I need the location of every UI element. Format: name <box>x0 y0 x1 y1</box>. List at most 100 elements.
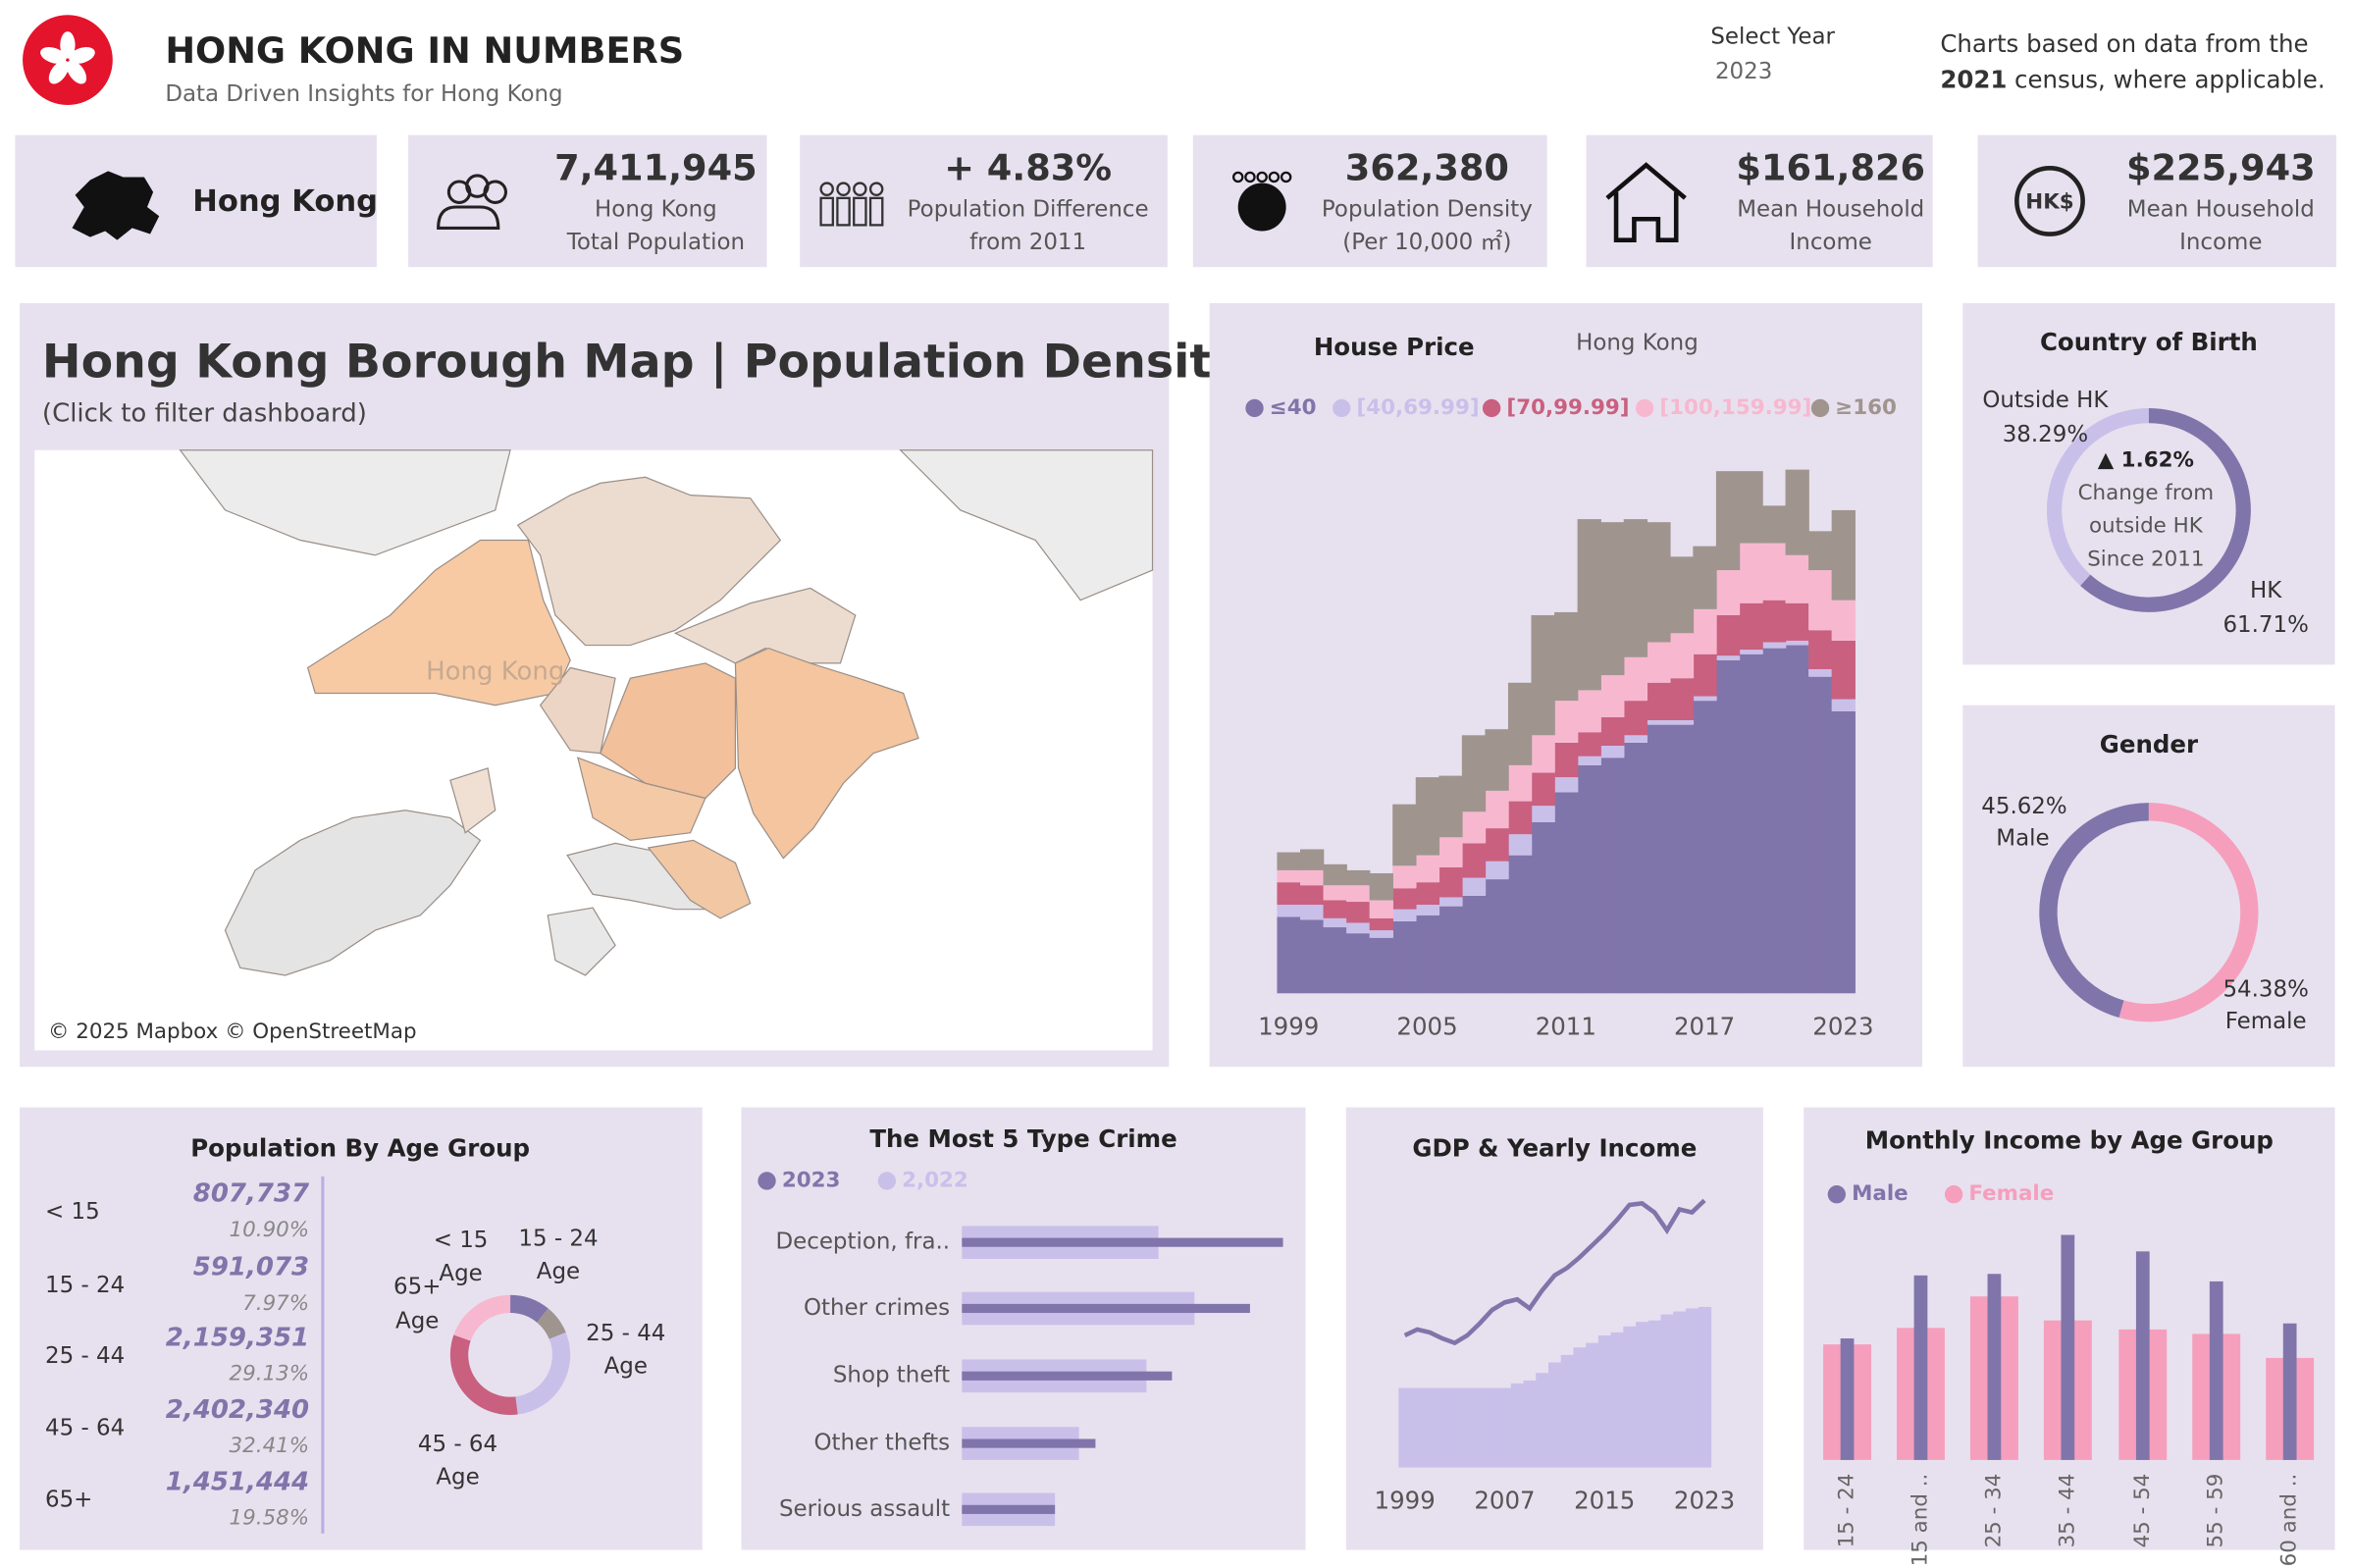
area-step <box>1392 804 1417 866</box>
bar[interactable] <box>1840 1338 1855 1460</box>
area-step <box>1415 882 1440 906</box>
donut-segment[interactable] <box>453 1294 511 1341</box>
area-step <box>1415 855 1440 883</box>
select-year[interactable]: 2023 <box>1715 59 1772 84</box>
donut-segment[interactable] <box>2039 803 2149 1019</box>
district[interactable] <box>516 476 782 647</box>
legend-label: [100,159.99] <box>1659 395 1811 420</box>
area-step <box>1346 902 1371 923</box>
legend-swatch[interactable] <box>758 1172 776 1190</box>
donut-segment[interactable] <box>2118 803 2259 1022</box>
chart-title: House Price <box>1314 333 1475 361</box>
legend-label: ≤40 <box>1270 395 1317 420</box>
donut-unit: Age <box>395 1309 439 1334</box>
district[interactable] <box>224 810 482 976</box>
icon-globe <box>1256 171 1268 183</box>
bar[interactable] <box>1913 1275 1928 1460</box>
donut-value: 54.38% <box>2222 977 2308 1003</box>
area-step <box>1507 682 1533 765</box>
legend-swatch[interactable] <box>1635 398 1654 418</box>
donut-segment[interactable] <box>510 1294 549 1323</box>
area-step <box>1523 1380 1538 1468</box>
area-step <box>1693 653 1717 697</box>
area-step <box>1507 834 1533 856</box>
icon-crowd <box>819 182 834 196</box>
district[interactable] <box>576 757 706 841</box>
bar[interactable] <box>2135 1251 2150 1460</box>
age-share: 29.13% <box>230 1362 310 1386</box>
bar[interactable] <box>962 1504 1056 1514</box>
area-step <box>1507 855 1533 994</box>
donut-category: Outside HK <box>1982 388 2109 413</box>
area-step <box>1623 742 1648 994</box>
bar[interactable] <box>962 1371 1173 1381</box>
donut-category: < 15 <box>434 1228 489 1253</box>
area-step <box>1415 777 1440 856</box>
donut-category: 25 - 44 <box>586 1321 665 1346</box>
title: HONG KONG IN NUMBERS <box>165 29 684 72</box>
bar[interactable] <box>2209 1281 2223 1460</box>
donut-segment[interactable] <box>449 1334 518 1416</box>
area-step <box>1647 724 1671 994</box>
select-year-label: Select Year <box>1710 25 1835 50</box>
legend-swatch[interactable] <box>1944 1185 1963 1204</box>
x-tick-label: 2005 <box>1396 1012 1457 1040</box>
legend-label: ≥160 <box>1835 395 1897 420</box>
area-step <box>1438 837 1463 867</box>
legend-swatch[interactable] <box>1827 1185 1847 1204</box>
legend-swatch[interactable] <box>877 1172 897 1190</box>
bar[interactable] <box>2282 1323 2297 1460</box>
donut-segment[interactable] <box>2046 407 2149 587</box>
category-label: 55 - 59 <box>2204 1474 2228 1548</box>
district[interactable] <box>899 449 1154 601</box>
legend-swatch[interactable] <box>1810 398 1830 418</box>
area-step <box>1485 861 1509 880</box>
district[interactable] <box>306 539 571 706</box>
donut-segment[interactable] <box>537 1308 566 1339</box>
icon-currency <box>2014 165 2085 236</box>
x-tick-label: 2023 <box>1812 1012 1873 1040</box>
district[interactable] <box>179 449 511 556</box>
area-step <box>1600 758 1625 994</box>
icon-crowd <box>853 182 867 196</box>
area-step <box>1300 885 1325 906</box>
area-step <box>1448 1387 1462 1468</box>
area-step <box>1277 852 1301 870</box>
category-label: 15 - 24 <box>1835 1474 1859 1548</box>
legend-swatch[interactable] <box>1245 398 1264 418</box>
area-step <box>1486 1387 1499 1468</box>
kpi-caption: Population Density <box>1322 197 1533 223</box>
legend-swatch[interactable] <box>1482 398 1501 418</box>
donut-segment[interactable] <box>515 1332 571 1415</box>
area-step <box>1785 602 1809 641</box>
area-step <box>1438 897 1463 907</box>
donut-category: HK <box>2250 578 2282 603</box>
district[interactable] <box>449 767 497 834</box>
kpi-caption: Hong Kong <box>595 197 717 223</box>
district[interactable] <box>539 666 616 755</box>
legend-swatch[interactable] <box>1333 398 1351 418</box>
area-step <box>1739 602 1763 651</box>
district[interactable] <box>647 839 752 919</box>
donut-segment[interactable] <box>2080 407 2251 612</box>
area-step <box>1600 522 1625 676</box>
bar[interactable] <box>962 1438 1096 1448</box>
donut-change-caption: outside HK <box>2089 514 2204 539</box>
area-step <box>1461 811 1487 844</box>
bar[interactable] <box>2061 1234 2075 1460</box>
bar[interactable] <box>962 1237 1283 1247</box>
bar[interactable] <box>1987 1274 2002 1460</box>
kpi-value: $225,943 <box>2126 146 2316 188</box>
district[interactable] <box>547 907 616 976</box>
area-step <box>1761 648 1787 994</box>
area-step <box>1660 1314 1674 1468</box>
age-value: 591,073 <box>193 1253 309 1282</box>
area-step <box>1636 1322 1649 1468</box>
district[interactable] <box>734 647 919 860</box>
donut-unit: Age <box>439 1261 482 1286</box>
area-step <box>1461 895 1487 994</box>
bar[interactable] <box>962 1303 1250 1314</box>
icon-globe <box>1231 171 1244 183</box>
category-label: 15 and .. <box>1908 1474 1932 1567</box>
kpi-value: 7,411,945 <box>554 146 758 188</box>
